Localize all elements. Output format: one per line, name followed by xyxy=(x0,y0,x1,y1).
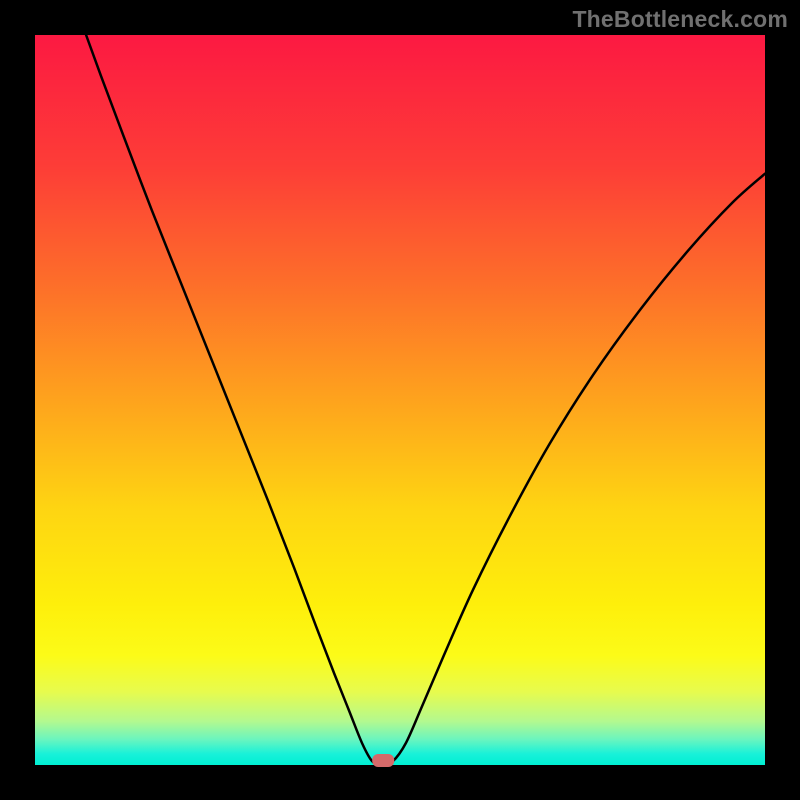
chart-container: { "watermark": { "text": "TheBottleneck.… xyxy=(0,0,800,800)
watermark-text: TheBottleneck.com xyxy=(572,6,788,33)
bottleneck-chart xyxy=(0,0,800,800)
plot-background xyxy=(35,35,765,765)
optimal-point-marker xyxy=(372,754,394,767)
